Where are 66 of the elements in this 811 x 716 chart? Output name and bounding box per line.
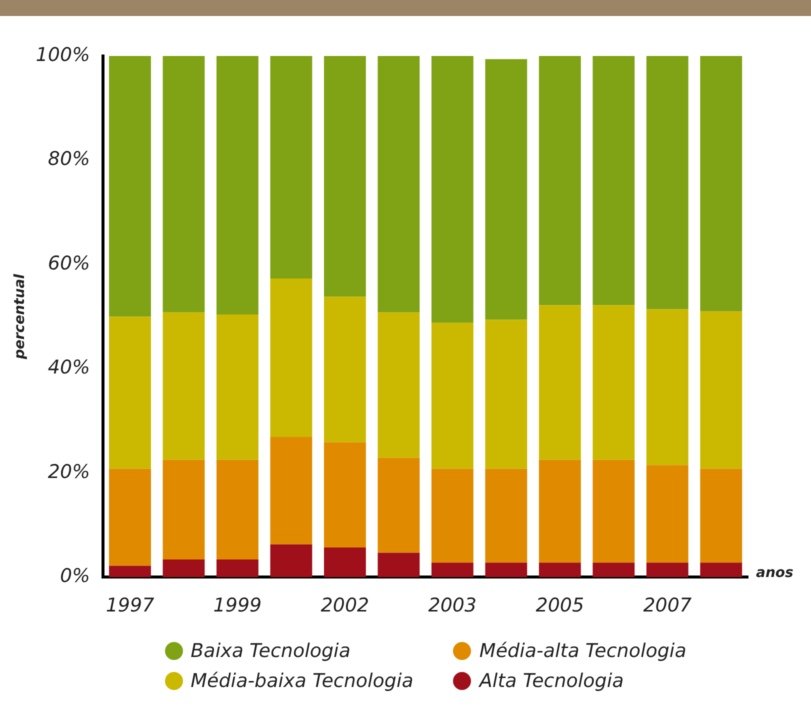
bar bbox=[216, 56, 258, 315]
y-tick-label: 40% bbox=[48, 356, 90, 379]
bar bbox=[270, 544, 312, 578]
bar bbox=[270, 56, 312, 279]
bar bbox=[485, 562, 528, 578]
bar bbox=[109, 468, 151, 566]
bar bbox=[646, 56, 688, 310]
x-axis-title: anos bbox=[756, 564, 794, 581]
y-axis-title: percentual bbox=[12, 274, 28, 360]
bar bbox=[700, 562, 742, 578]
x-tick-label: 2002 bbox=[320, 594, 370, 617]
bar bbox=[162, 460, 205, 560]
bar bbox=[431, 468, 474, 563]
bar bbox=[216, 460, 258, 560]
bar bbox=[431, 562, 474, 578]
bar bbox=[324, 547, 366, 578]
bar bbox=[431, 322, 474, 469]
bar bbox=[485, 468, 528, 563]
bar bbox=[216, 314, 258, 460]
bar bbox=[592, 460, 635, 563]
bar bbox=[592, 56, 635, 306]
x-tick-label: 2003 bbox=[428, 594, 477, 617]
bar bbox=[700, 311, 742, 469]
bar bbox=[646, 465, 688, 563]
bar bbox=[538, 562, 581, 578]
legend-label: Baixa Tecnologia bbox=[190, 640, 350, 662]
y-tick-label: 60% bbox=[48, 252, 90, 274]
bar bbox=[378, 312, 420, 458]
bar bbox=[592, 305, 635, 460]
bar bbox=[324, 296, 366, 442]
bar bbox=[700, 468, 742, 563]
y-tick-label: 100% bbox=[36, 44, 90, 66]
legend-label: Alta Tecnologia bbox=[479, 670, 624, 692]
legend-label: Média-alta Tecnologia bbox=[479, 640, 686, 662]
bar bbox=[378, 458, 420, 553]
bar bbox=[324, 442, 366, 548]
bar bbox=[162, 56, 205, 312]
bar bbox=[485, 320, 528, 469]
y-tick-label: 20% bbox=[48, 460, 90, 483]
bar bbox=[592, 562, 635, 578]
bar bbox=[162, 312, 205, 460]
bar bbox=[324, 56, 366, 297]
bar bbox=[378, 56, 420, 312]
bar bbox=[538, 460, 581, 563]
bar bbox=[646, 562, 688, 578]
bar bbox=[109, 316, 151, 469]
bar bbox=[162, 559, 205, 578]
bar bbox=[270, 436, 312, 544]
bar bbox=[538, 56, 581, 306]
bar bbox=[700, 56, 742, 312]
bar bbox=[378, 552, 420, 578]
bar bbox=[538, 305, 581, 460]
bar bbox=[431, 56, 474, 323]
x-tick-label: 1997 bbox=[106, 594, 154, 617]
bar bbox=[485, 59, 528, 320]
bar bbox=[109, 566, 151, 578]
bar bbox=[109, 56, 151, 317]
legend-label: Média-baixa Tecnologia bbox=[190, 670, 414, 692]
x-tick-label: 2007 bbox=[643, 594, 692, 617]
x-tick-label: 2005 bbox=[536, 594, 584, 617]
bar bbox=[216, 559, 258, 578]
y-tick-label: 0% bbox=[60, 565, 90, 588]
bar bbox=[270, 278, 312, 437]
bar bbox=[646, 309, 688, 466]
x-tick-label: 1999 bbox=[213, 594, 262, 617]
y-tick-label: 80% bbox=[48, 148, 90, 170]
